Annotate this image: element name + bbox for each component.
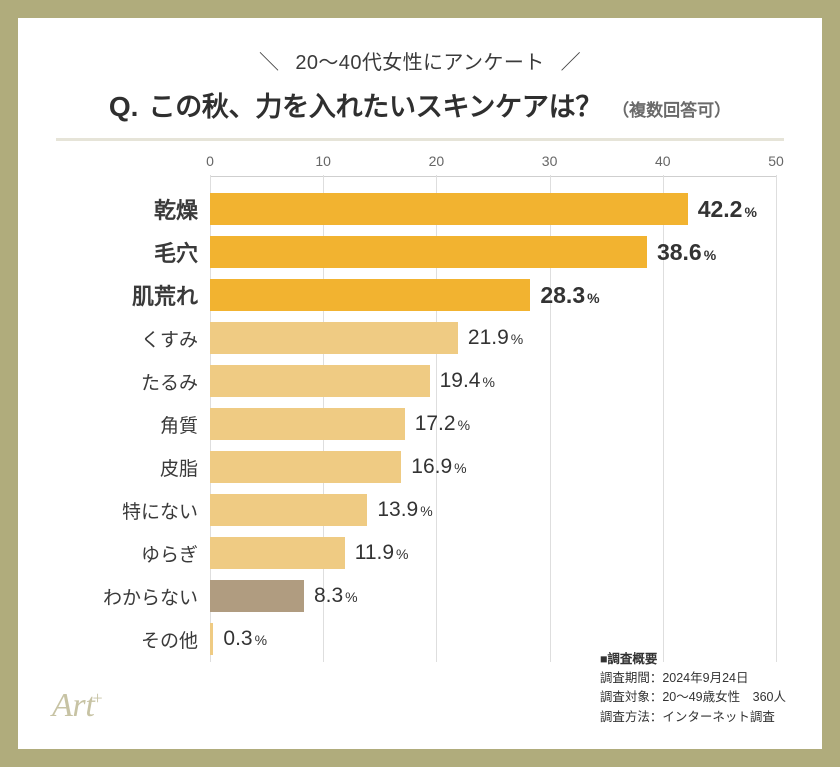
bar [210, 365, 430, 397]
bar-label: 皮脂 [60, 454, 210, 481]
bar-value: 17.2% [415, 412, 470, 436]
bar-row: 肌荒れ 28.3% [60, 275, 776, 315]
footer-line: 調査期間：2024年9月24日 [600, 669, 786, 688]
question-prefix: Q. [109, 91, 139, 123]
bar [210, 623, 213, 655]
bars-container: 乾燥 42.2% 毛穴 38.6% 肌荒れ 28.3% くすみ 21.9% たるみ 19.4% 角質… [60, 189, 776, 659]
axis-tick: 20 [429, 153, 445, 169]
axis-spacer [60, 153, 210, 177]
bar-value: 19.4% [440, 369, 495, 393]
bar-row: 毛穴 38.6% [60, 232, 776, 272]
logo-text: Art [52, 687, 94, 724]
slash-right: ／ [551, 52, 591, 74]
bar-value: 13.9% [377, 498, 432, 522]
bar-value: 38.6% [657, 239, 716, 266]
bar [210, 193, 688, 225]
bar [210, 322, 458, 354]
bar-value: 28.3% [540, 282, 599, 309]
x-axis: 01020304050 [60, 153, 776, 177]
bar-area: 21.9% [210, 318, 776, 358]
bar-label: ゆらぎ [60, 540, 210, 567]
bar-row: わからない 8.3% [60, 576, 776, 616]
axis-tick: 0 [206, 153, 214, 169]
bar-label: わからない [60, 583, 210, 610]
bar-value: 16.9% [411, 455, 466, 479]
subtitle-text: 20〜40代女性にアンケート [295, 52, 544, 74]
bar-area: 38.6% [210, 232, 776, 272]
bar-area: 11.9% [210, 533, 776, 573]
title-underline [56, 138, 784, 141]
bar [210, 537, 345, 569]
bar [210, 279, 530, 311]
bar-row: 特にない 13.9% [60, 490, 776, 530]
bar-area: 16.9% [210, 447, 776, 487]
slash-left: ＼ [249, 52, 289, 74]
axis-tick: 30 [542, 153, 558, 169]
bar-value: 42.2% [698, 196, 757, 223]
bar-chart: 01020304050 乾燥42.2%毛穴38.6%肌荒れ28.3%くすみ21.… [60, 153, 776, 659]
bar-label: 乾燥 [60, 193, 210, 225]
bar-label: たるみ [60, 368, 210, 395]
axis-area: 01020304050 [210, 153, 776, 177]
bar-value: 0.3% [223, 627, 267, 651]
axis-tick: 50 [768, 153, 784, 169]
question-text: この秋、力を入れたいスキンケアは？ [148, 85, 602, 124]
survey-footer: ■調査概要 調査期間：2024年9月24日 調査対象：20〜49歳女性 360人… [600, 650, 786, 728]
bar-value: 11.9% [355, 541, 409, 565]
footer-header: ■調査概要 [600, 650, 786, 669]
bar-label: 毛穴 [60, 236, 210, 268]
bar-row: ゆらぎ 11.9% [60, 533, 776, 573]
axis-tick: 10 [315, 153, 331, 169]
bar-label: 角質 [60, 411, 210, 438]
axis-tick: 40 [655, 153, 671, 169]
bar-area: 13.9% [210, 490, 776, 530]
bar-area: 8.3% [210, 576, 776, 616]
footer-line: 調査方法：インターネット調査 [600, 708, 786, 727]
infographic-panel: ＼ 20〜40代女性にアンケート ／ Q. この秋、力を入れたいスキンケアは？ … [18, 18, 822, 749]
subtitle-row: ＼ 20〜40代女性にアンケート ／ [52, 46, 788, 75]
bar-row: 乾燥 42.2% [60, 189, 776, 229]
bar [210, 236, 647, 268]
bar-row: 角質 17.2% [60, 404, 776, 444]
bar [210, 494, 367, 526]
bar [210, 408, 405, 440]
bar-area: 19.4% [210, 361, 776, 401]
bar-row: 皮脂 16.9% [60, 447, 776, 487]
bar-label: その他 [60, 626, 210, 653]
footer-line: 調査対象：20〜49歳女性 360人 [600, 688, 786, 707]
bar-label: くすみ [60, 325, 210, 352]
question-row: Q. この秋、力を入れたいスキンケアは？ （複数回答可） [52, 85, 788, 138]
bar [210, 451, 401, 483]
question-note: （複数回答可） [612, 96, 731, 121]
bar-area: 28.3% [210, 275, 776, 315]
bar-row: たるみ 19.4% [60, 361, 776, 401]
bar-label: 肌荒れ [60, 279, 210, 311]
gridline [776, 175, 777, 662]
bar-value: 8.3% [314, 584, 358, 608]
bar-row: くすみ 21.9% [60, 318, 776, 358]
bar [210, 580, 304, 612]
logo-plus: + [92, 688, 102, 708]
bar-area: 42.2% [210, 189, 776, 229]
brand-logo: Art+ [52, 687, 102, 725]
bar-value: 21.9% [468, 326, 523, 350]
bar-area: 17.2% [210, 404, 776, 444]
bar-label: 特にない [60, 497, 210, 524]
